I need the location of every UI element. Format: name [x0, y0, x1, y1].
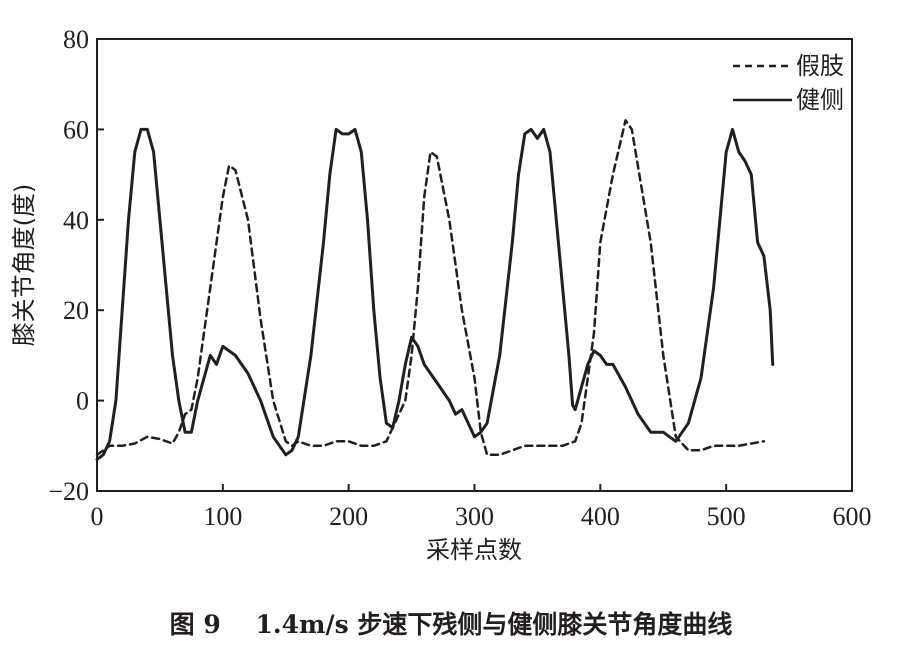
x-tick-label: 0 — [91, 502, 104, 531]
y-axis-ticks: −20 0 20 40 60 80 — [48, 25, 104, 506]
legend: 假肢 健侧 — [733, 52, 844, 114]
plot-frame — [96, 38, 853, 492]
x-tick-label: 300 — [455, 502, 494, 531]
x-axis-ticks: 0 100 200 300 400 500 600 — [91, 484, 872, 531]
x-axis-title: 采样点数 — [426, 536, 522, 564]
x-tick-label: 100 — [203, 502, 242, 531]
x-tick-label: 500 — [707, 502, 746, 531]
series-line-prosthetic — [95, 119, 766, 457]
y-tick-label: 0 — [76, 387, 89, 416]
x-tick-label: 400 — [581, 502, 620, 531]
y-axis-title: 膝关节角度(度) — [10, 184, 38, 347]
figure-caption: 图 9 1.4m/s 步速下残侧与健侧膝关节角度曲线 — [169, 610, 733, 639]
series-layer — [95, 119, 775, 461]
y-tick-label: 20 — [63, 296, 89, 325]
y-tick-label: 60 — [63, 115, 89, 144]
y-tick-label: −20 — [48, 477, 89, 506]
y-tick-label: 80 — [63, 25, 89, 54]
series-line-healthy — [95, 127, 775, 461]
x-tick-label: 600 — [833, 502, 872, 531]
x-tick-label: 200 — [329, 502, 368, 531]
y-tick-label: 40 — [63, 206, 89, 235]
legend-label-healthy: 健侧 — [796, 86, 844, 114]
legend-label-prosthetic: 假肢 — [796, 52, 844, 80]
